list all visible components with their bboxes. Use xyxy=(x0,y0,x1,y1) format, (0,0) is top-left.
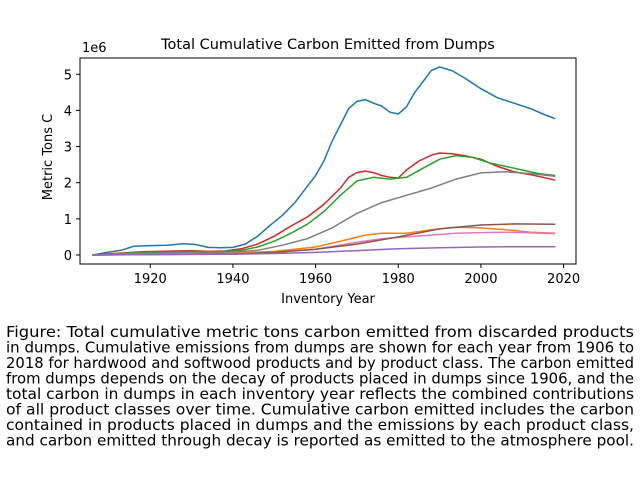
caption-line: and carbon emitted through decay is repo… xyxy=(6,432,634,450)
x-tick-label: 1940 xyxy=(216,272,249,287)
y-axis-title: Metric Tons C xyxy=(41,114,56,200)
y-scale-label: 1e6 xyxy=(82,41,107,56)
y-tick-label: 2 xyxy=(64,177,72,192)
series-layer xyxy=(92,66,556,256)
caption-line: contained in products placed in dumps an… xyxy=(6,416,634,434)
chart-title: Total Cumulative Carbon Emitted from Dum… xyxy=(160,37,495,53)
series-line-1 xyxy=(92,66,556,256)
x-tick-label: 1960 xyxy=(299,272,332,287)
y-axis: 0 1 2 3 4 5 xyxy=(64,68,80,264)
figure-caption: Figure: Total cumulative metric tons car… xyxy=(6,323,634,450)
caption-line: total carbon in dumps in each inventory … xyxy=(6,385,634,403)
y-tick-label: 5 xyxy=(64,68,72,83)
x-tick-label: 2000 xyxy=(464,272,497,287)
plot-area: 1920 1940 1960 1980 2000 2020 0 1 2 3 4 5 xyxy=(64,57,580,287)
y-tick-label: 0 xyxy=(64,249,72,264)
series-line-2 xyxy=(92,152,556,256)
series-line-8 xyxy=(92,245,556,256)
x-axis-title: Inventory Year xyxy=(281,292,375,307)
x-axis: 1920 1940 1960 1980 2000 2020 xyxy=(134,264,580,287)
y-tick-label: 4 xyxy=(64,104,72,119)
caption-line: in dumps. Cumulative emissions from dump… xyxy=(6,339,634,357)
y-tick-label: 3 xyxy=(64,141,72,156)
caption-line: 2018 for hardwood and softwood products … xyxy=(6,354,634,372)
series-line-3 xyxy=(92,154,556,256)
caption-line: of all product classes over time. Cumula… xyxy=(6,401,634,419)
x-tick-label: 1920 xyxy=(134,272,167,287)
caption-line: Figure: Total cumulative metric tons car… xyxy=(6,323,634,341)
x-tick-label: 2020 xyxy=(547,272,580,287)
plot-frame xyxy=(79,57,577,265)
x-tick-label: 1980 xyxy=(382,272,415,287)
caption-line: from dumps depends on the decay of produ… xyxy=(6,370,634,388)
series-line-4 xyxy=(92,171,556,256)
y-tick-label: 1 xyxy=(64,213,72,228)
